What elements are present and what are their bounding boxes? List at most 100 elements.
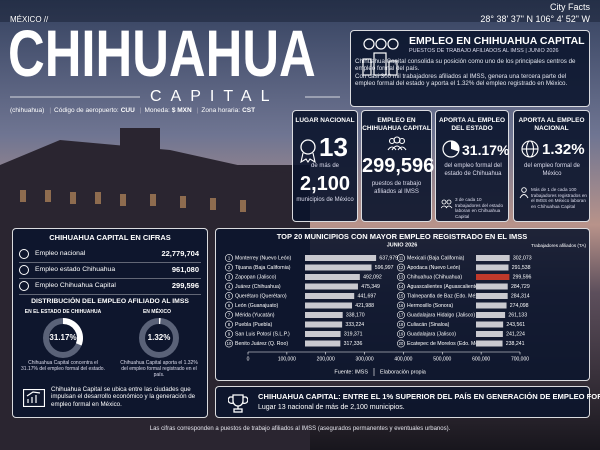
category-label: Apodaca (Nuevo León) [407,265,461,271]
rank-badge [397,273,405,281]
category-label: Aguascalientes (Aguascalientes) [407,284,483,290]
category-label: Tlalnepantla de Baz (Edo. Méx.) [407,293,481,299]
donut-label: 1.32% [148,333,171,342]
banner-text: Lugar 13 nacional de más de 2,100 munici… [258,404,405,411]
card-title: NACIONAL [534,125,569,132]
rank-badge [225,330,233,338]
card-note: Más de 1 de cada 100 trabajadores regist… [531,187,587,209]
bar [476,340,503,347]
growth-icon [23,389,45,407]
rank: 10 [227,341,232,346]
rank-badge [225,311,233,319]
bar [476,321,504,328]
value-label: 284,314 [511,293,530,299]
x-tick-label: 100,000 [278,356,296,362]
chart-panel [215,228,590,381]
value-label: 319,371 [344,331,363,337]
closing-text: Chihuahua Capital se ubica entre las ciu… [51,386,196,408]
bar [476,302,507,309]
rank-badge [397,339,405,348]
card-note: 3 de cada 10 trabajadores del estado lab… [455,197,504,219]
distribution-text: Chihuahua Capital aporta el 1.32% del em… [120,360,198,378]
summary-panel: EMPLEO EN CHIHUAHUA CAPITAL PUESTOS DE T… [350,30,590,107]
category-label: Guadalajara (Jalisco) [407,331,456,337]
rank: 20 [399,341,404,346]
category-label: Juárez (Chihuahua) [235,284,281,290]
x-tick-label: 300,000 [356,356,374,362]
value-label: 241,224 [506,331,525,337]
chart-subtitle: JUNIO 2026 [387,242,418,248]
card-text: municipios de México [296,197,354,203]
info-part: CUU [120,107,135,114]
category-label: Monterrey (Nuevo León) [235,255,291,261]
value-label: 261,133 [508,312,527,318]
value-label: 637,979 [379,255,398,261]
figure-row: Empleo nacional 22,779,704 [19,248,201,263]
rank-badge [225,339,233,348]
row-icon [19,265,29,275]
value-label: 441,697 [357,293,376,299]
info-part: (chihuahua) [10,107,45,114]
donut-arc [62,318,83,346]
country: MÉXICO // [10,15,49,24]
rank-badge [225,263,233,272]
x-tick-label: 700,000 [511,356,529,362]
city-title: CHIHUAHUA [8,16,316,90]
rank: 16 [399,303,404,308]
x-tick-label: 400,000 [394,356,412,362]
bar [476,312,506,318]
rank-badge [225,320,233,329]
card-title: EMPLEO EN [377,117,416,124]
rank: 3 [228,274,231,279]
windows [20,190,246,212]
figure-value: 299,596 [171,281,199,290]
distribution-heading: EN EL ESTADO DE CHIHUAHUA [24,309,102,315]
card-title: DEL ESTADO [451,125,493,132]
row-icon [19,249,29,259]
category-label: Culiacán (Sinaloa) [407,322,450,328]
info-part: $ MXN [171,107,192,114]
rank-badge [225,292,233,300]
row-icon [19,281,29,291]
value-label: 333,224 [345,322,364,328]
card-value: 2,100 [299,173,351,195]
bar [305,274,360,280]
rank-badge [397,263,405,272]
category-label: San Luis Potosí (S.L.P.) [235,331,290,337]
rank: 17 [399,312,404,317]
rank: 2 [228,265,231,270]
footnote: Las cifras corresponden a puestos de tra… [149,426,451,432]
value-label: 243,561 [506,322,525,328]
figure-label: Empleo Chihuahua Capital [35,282,116,289]
rank-badge [225,301,233,310]
figure-label: Empleo nacional [35,250,86,257]
rank-badge [397,311,405,319]
rank-badge [225,254,233,262]
value-label: 492,092 [363,274,382,280]
card-title: LUGAR NACIONAL [295,117,355,124]
bar [305,312,343,318]
bar [305,283,358,290]
card: LUGAR NACIONAL 13 de más de 2,100 munici… [292,110,358,222]
figure-row: Empleo Chihuahua Capital 299,596 [19,280,201,295]
pie-icon [442,140,460,158]
city-subtitle: CAPITAL [150,88,279,105]
bar [305,255,377,261]
bar [476,293,508,299]
figure-value: 961,080 [171,265,199,274]
x-tick-label: 200,000 [317,356,335,362]
bar [476,331,503,337]
globe-icon [521,140,539,158]
rank: 7 [228,312,231,317]
bar [305,302,353,309]
summary-title: EMPLEO EN CHIHUAHUA CAPITAL [409,35,585,47]
info-part: Código de aeropuerto: [54,107,119,114]
card-value: 1.32% [542,141,585,158]
rank-badge [397,292,405,300]
category-label: Mérida (Yucatán) [235,312,275,318]
category-label: León (Guanajuato) [235,303,279,309]
category-label: Ecatepec de Morelos (Edo. Méx.) [407,341,484,347]
value-label: 596,997 [375,265,394,271]
